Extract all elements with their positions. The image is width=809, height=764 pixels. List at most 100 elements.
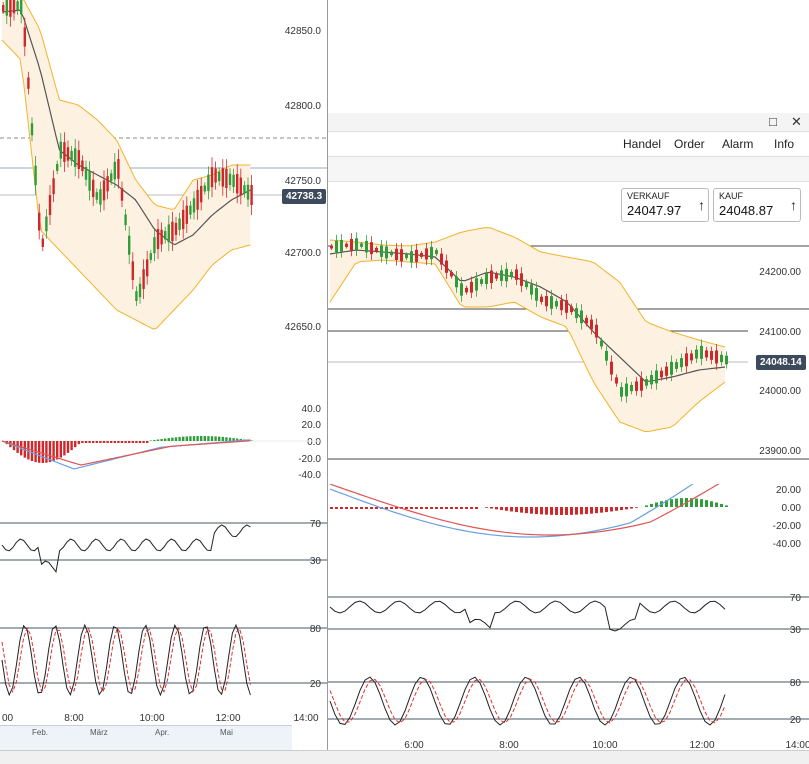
sell-label: VERKAUF: [627, 191, 670, 201]
macd-histogram-bar: [120, 441, 124, 443]
candle: [585, 317, 588, 324]
macd-line: [329, 484, 694, 538]
candle: [580, 310, 583, 324]
candle: [84, 166, 88, 180]
macd-histogram-bar: [228, 437, 232, 441]
candle: [59, 141, 62, 159]
right-price-svg: 24200.00 24100.00 24000.00 23900.00: [328, 227, 809, 460]
candle: [138, 283, 142, 298]
menu-info[interactable]: Info: [774, 137, 795, 151]
stoch-k-line: [329, 676, 726, 726]
candle: [495, 273, 498, 279]
candle: [550, 296, 553, 309]
macd-histogram-bar: [425, 507, 428, 509]
macd-histogram-bar: [675, 498, 678, 507]
menu-alarm[interactable]: Alarm: [722, 137, 754, 151]
rsi-level-70: 70: [310, 519, 322, 530]
right-stoch-svg: 80 20 6:00 8:00 10:00 12:00 14:00: [328, 676, 809, 750]
candle: [20, 0, 23, 15]
candle: [480, 279, 483, 284]
restore-icon[interactable]: □: [769, 114, 777, 129]
candle: [52, 178, 55, 195]
candle: [120, 187, 124, 201]
candle: [520, 273, 523, 286]
candle: [56, 163, 59, 171]
macd-histogram-bar: [178, 436, 181, 441]
macd-histogram-bar: [232, 438, 235, 441]
candle: [470, 281, 473, 293]
macd-histogram-bar: [113, 441, 116, 443]
candle: [63, 142, 66, 162]
buy-quote-button[interactable]: KAUF 24048.87 ↑: [713, 188, 801, 222]
left-navigator[interactable]: Feb. März Apr. Mai: [0, 725, 292, 751]
left-stoch-panel[interactable]: 80 20 00 8:00 10:00 12:00 14:00: [0, 600, 327, 725]
candle: [475, 278, 478, 291]
macd-histogram-bar: [575, 507, 578, 515]
candle: [515, 269, 518, 280]
candle: [167, 224, 170, 243]
macd-histogram-bar: [435, 507, 438, 509]
macd-histogram-bar: [174, 437, 178, 441]
candle: [385, 246, 388, 259]
right-price-axis-label: 23900.00: [759, 446, 801, 457]
macd-histogram-bar: [167, 438, 170, 441]
macd-histogram-bar: [59, 441, 62, 458]
left-price-axis-label: 42800.0: [285, 101, 322, 112]
candle: [380, 245, 383, 257]
right-window-titlebar[interactable]: □ ✕: [328, 113, 809, 132]
candle: [565, 300, 568, 313]
candle: [595, 324, 598, 338]
candle: [640, 377, 643, 391]
stoch-level-20: 20: [310, 679, 322, 690]
candle: [590, 319, 593, 330]
macd-histogram-bar: [106, 441, 109, 443]
left-price-chart[interactable]: 42850.0 42800.0 42750.0 42700.0 42650.0 4273…: [0, 0, 327, 400]
macd-histogram-bar: [410, 507, 413, 509]
candle: [48, 195, 52, 216]
sell-quote-button[interactable]: VERKAUF 24047.97 ↑: [621, 188, 709, 222]
macd-histogram-bar: [236, 438, 239, 441]
menu-handel[interactable]: Handel: [623, 137, 662, 151]
right-window-menubar: Handel Order Alarm Info: [328, 132, 809, 157]
right-price-axis-label: 24000.00: [759, 386, 801, 397]
macd-histogram-bar: [510, 507, 513, 512]
macd-histogram-bar: [330, 507, 333, 509]
buy-value: 24048.87: [719, 203, 774, 218]
close-icon[interactable]: ✕: [791, 114, 802, 129]
stoch-level-80: 80: [310, 624, 322, 635]
rsi-line: [1, 524, 251, 573]
right-stoch-panel[interactable]: 80 20 6:00 8:00 10:00 12:00 14:00: [328, 661, 809, 750]
candle: [395, 248, 398, 260]
right-macd-panel[interactable]: 20.00 0.00 -20.00 -40.00: [328, 484, 809, 556]
macd-histogram-bar: [81, 441, 84, 443]
right-macd-axis-label: -40.00: [773, 539, 802, 550]
macd-histogram-bar: [595, 507, 598, 514]
macd-histogram-bar: [645, 505, 648, 507]
candle: [102, 180, 106, 201]
right-rsi-panel[interactable]: 70 30: [328, 557, 809, 660]
candle: [705, 350, 708, 358]
left-macd-panel[interactable]: 40.0 20.0 0.0 -20.0 -40.0: [0, 400, 327, 482]
macd-histogram-bar: [540, 507, 543, 515]
macd-histogram-bar: [355, 507, 358, 509]
macd-histogram-bar: [485, 507, 488, 508]
macd-histogram-bar: [515, 507, 518, 513]
macd-histogram-bar: [142, 441, 145, 443]
macd-histogram-bar: [128, 441, 131, 443]
bollinger-upper: [329, 227, 726, 348]
candle: [110, 173, 113, 181]
macd-histogram-bar: [160, 438, 163, 441]
macd-histogram-bar: [203, 436, 206, 441]
macd-histogram-bar: [570, 507, 573, 515]
left-rsi-panel[interactable]: 70 30: [0, 483, 327, 599]
right-price-chart[interactable]: 24200.00 24100.00 24000.00 23900.00 24048.1…: [328, 182, 809, 484]
left-macd-axis-label: 40.0: [302, 404, 322, 415]
macd-histogram-bar: [445, 507, 448, 509]
menu-order[interactable]: Order: [674, 137, 705, 151]
macd-histogram-bar: [207, 436, 210, 441]
candle: [600, 340, 603, 347]
candle: [485, 273, 488, 285]
macd-histogram-bar: [545, 507, 548, 515]
rsi-level-30: 30: [310, 556, 322, 567]
stoch-level-20: 20: [790, 715, 802, 726]
